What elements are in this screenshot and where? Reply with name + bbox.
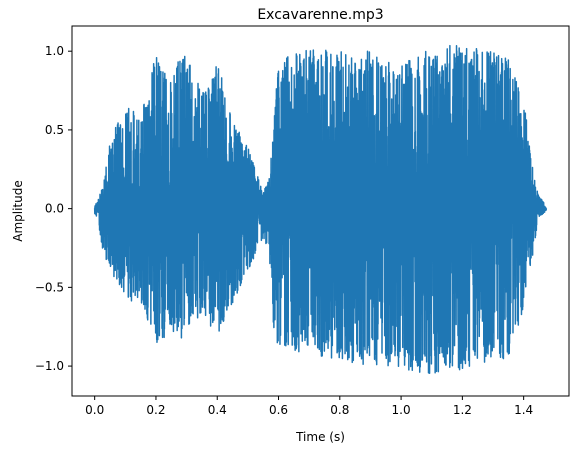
- chart-title: Excavarenne.mp3: [257, 7, 383, 23]
- x-tick-label: 0.8: [330, 403, 349, 417]
- x-tick-label: 0.6: [269, 403, 288, 417]
- x-tick-label: 1.4: [514, 403, 533, 417]
- x-axis: 0.0 0.2 0.4 0.6 0.8 1.0 1.2 1.4: [85, 396, 533, 417]
- y-tick-label: 0.0: [45, 202, 64, 216]
- x-axis-title: Time (s): [295, 430, 345, 444]
- series-line: [93, 44, 548, 375]
- plot-frame: [71, 25, 570, 397]
- y-tick-label: 0.5: [45, 123, 64, 137]
- y-axis-title: Amplitude: [11, 180, 25, 242]
- x-tick-label: 1.2: [453, 403, 472, 417]
- x-tick-label: 1.0: [392, 403, 411, 417]
- x-tick-label: 0.4: [208, 403, 227, 417]
- y-tick-label: −1.0: [35, 359, 64, 373]
- waveform-series: [93, 44, 548, 375]
- y-tick-label: 1.0: [45, 44, 64, 58]
- x-tick-label: 0.0: [85, 403, 104, 417]
- y-axis: −1.0 −0.5 0.0 0.5 1.0: [35, 44, 72, 373]
- y-tick-label: −0.5: [35, 280, 64, 294]
- x-tick-label: 0.2: [146, 403, 165, 417]
